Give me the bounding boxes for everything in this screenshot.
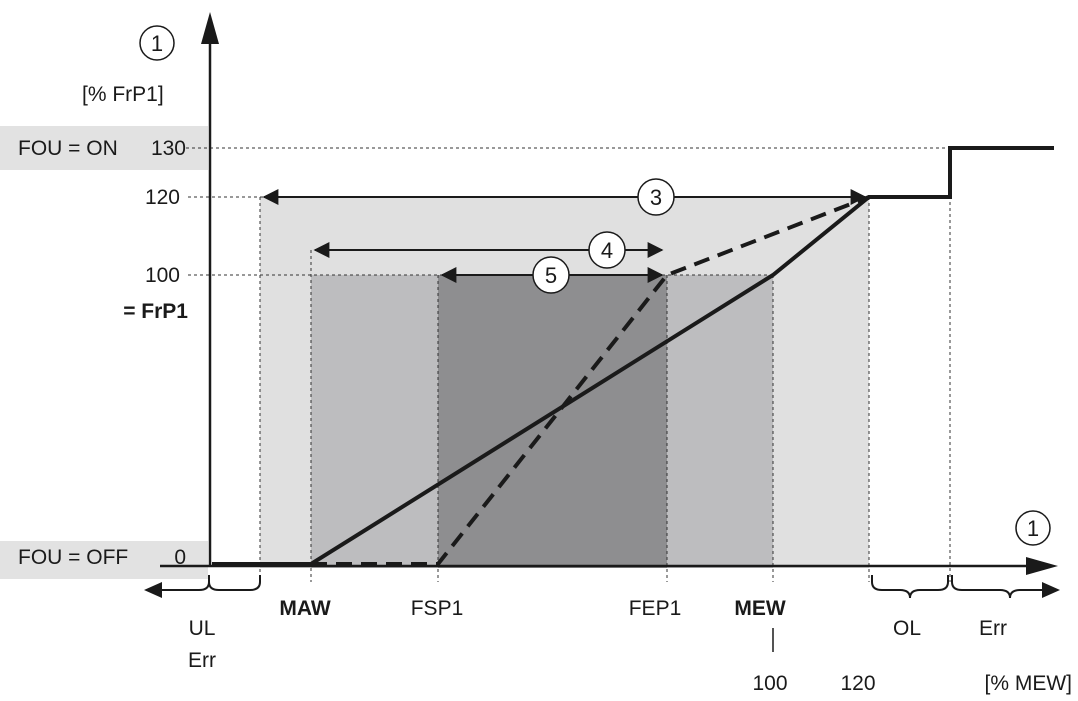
y-axis-unit: [% FrP1] xyxy=(82,83,164,106)
ul-label: UL xyxy=(189,617,216,640)
x-axis-unit: [% MEW] xyxy=(985,672,1073,695)
fou-off-label: FOU = OFF xyxy=(18,546,128,569)
range-3-number: 3 xyxy=(650,185,662,210)
maw-label: MAW xyxy=(279,597,331,620)
y-tick-120: 120 xyxy=(145,186,180,209)
fou-on-band xyxy=(0,126,208,170)
ol-brace xyxy=(871,575,949,599)
ol-label: OL xyxy=(893,617,921,640)
ul-err-label: Err xyxy=(188,649,216,672)
reference-lines xyxy=(186,147,951,582)
y-tick-100: 100 xyxy=(145,264,180,287)
fou-on-label: FOU = ON xyxy=(18,137,118,160)
dashed-characteristic-line xyxy=(311,195,870,566)
x-axis-marker-circle xyxy=(1015,510,1051,546)
err-label: Err xyxy=(979,617,1007,640)
x-axis-arrowhead xyxy=(1026,557,1058,575)
frp1-label: = FrP1 xyxy=(123,300,188,323)
x-value-120-label: 120 xyxy=(840,672,875,695)
y-tick-130: 130 xyxy=(151,137,186,160)
y-axis-marker-number: 1 xyxy=(151,31,163,56)
y-axis-marker-circle xyxy=(139,25,175,61)
fou-off-band xyxy=(0,541,208,579)
y-tick-0: 0 xyxy=(174,546,186,569)
fep1-label: FEP1 xyxy=(629,597,682,620)
range-5-circle xyxy=(532,256,570,294)
err-brace xyxy=(951,575,1050,599)
range-3-circle xyxy=(637,178,675,216)
fsp1-label: FSP1 xyxy=(411,597,464,620)
y-axis-arrowhead xyxy=(201,12,219,44)
range-4-number: 4 xyxy=(601,238,613,263)
mew-value-label: 100 xyxy=(752,672,787,695)
ul-brace xyxy=(150,575,261,591)
err-arrowhead xyxy=(1042,582,1060,598)
mew-label: MEW xyxy=(734,597,786,620)
ul-arrowhead xyxy=(144,582,162,598)
x-axis-marker-number: 1 xyxy=(1027,516,1039,541)
range-4-circle xyxy=(588,231,626,269)
range-5-number: 5 xyxy=(545,263,557,288)
